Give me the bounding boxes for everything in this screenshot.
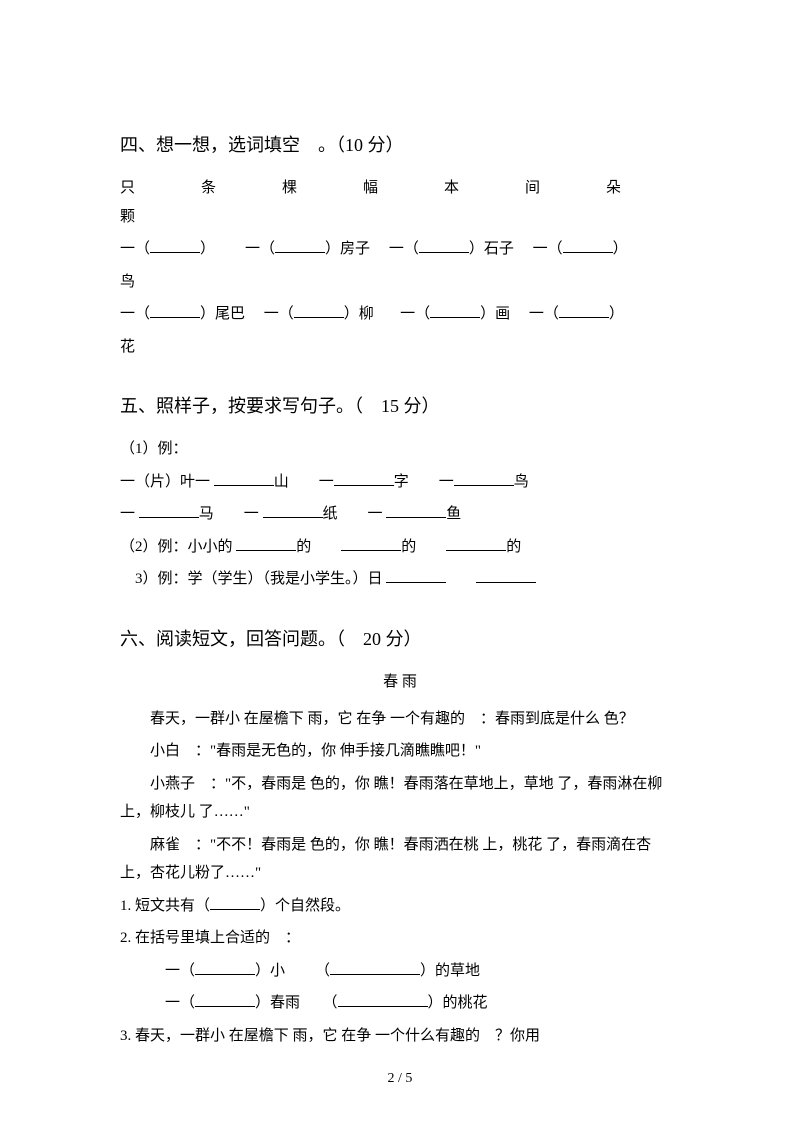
section-4-row2: 一（ ）尾巴 一（ ）柳 一（ ）画 一（ ） <box>120 300 680 329</box>
blank[interactable] <box>330 960 420 975</box>
blank[interactable] <box>341 536 401 551</box>
blank[interactable] <box>386 568 446 583</box>
text: 一 <box>120 506 139 522</box>
text: ）的草地 <box>420 963 480 979</box>
section-4-row1-end: 鸟 <box>120 268 680 297</box>
text: ）小 <box>255 963 285 979</box>
blank[interactable] <box>210 895 260 910</box>
text: 的 <box>506 539 521 555</box>
reading-q2-line2: 一（ ）春雨 （ ）的桃花 <box>120 989 680 1018</box>
text: 1. 短文共有（ <box>120 898 210 914</box>
section-5-ex2: （2）例：小小的 的 的 的 <box>120 533 680 562</box>
text: （2）例：小小的 <box>120 539 236 555</box>
blank[interactable] <box>454 471 514 486</box>
text <box>446 571 476 587</box>
text: 一（片）叶一 <box>120 474 214 490</box>
blank[interactable] <box>214 471 274 486</box>
text: ） <box>613 241 628 257</box>
text: 一（ <box>389 241 419 257</box>
section-5-ex1-line1: 一（片）叶一 山 一 字 一 鸟 <box>120 468 680 497</box>
text: ）的桃花 <box>428 995 488 1011</box>
blank[interactable] <box>430 303 480 318</box>
text: ）石子 <box>469 241 514 257</box>
text: ）尾巴 <box>200 306 245 322</box>
text: 一（ <box>264 306 294 322</box>
blank[interactable] <box>263 503 323 518</box>
text: 马 一 <box>199 506 263 522</box>
blank[interactable] <box>139 503 199 518</box>
text: 纸 一 <box>323 506 387 522</box>
section-5-title: 五、照样子，按要求写句子。（ 15 分） <box>120 389 680 423</box>
reading-p4: 麻雀 ："不不！春雨是 色的，你 瞧！春雨洒在桃 上，桃花 了，春雨滴在杏 上，… <box>120 831 680 888</box>
reading-q2: 2. 在括号里填上合适的 ： <box>120 924 680 953</box>
text: 一（ <box>400 306 430 322</box>
text: 字 一 <box>394 474 454 490</box>
text: 一（ <box>245 241 275 257</box>
text: 小燕子 ："不，春雨是 色的，你 瞧！春雨落在草地上，草地 了，春雨淋在柳 上，… <box>120 776 662 821</box>
blank[interactable] <box>559 303 609 318</box>
text: ）个自然段。 <box>260 898 350 914</box>
blank[interactable] <box>446 536 506 551</box>
section-4-title: 四、想一想，选词填空 。（10 分） <box>120 128 680 162</box>
blank[interactable] <box>236 536 296 551</box>
section-5-ex1-label: （1）例： <box>120 435 680 464</box>
blank[interactable] <box>294 303 344 318</box>
blank[interactable] <box>275 238 325 253</box>
text: 一（ <box>533 241 563 257</box>
text: 山 一 <box>274 474 334 490</box>
text: ） <box>609 306 624 322</box>
reading-p1: 春天，一群小 在屋檐下 雨，它 在争 一个有趣的 ：春雨到底是什么 色？ <box>120 705 680 734</box>
section-4-options: 只 条 棵 幅 本 间 朵 颗 <box>120 174 680 231</box>
reading-title: 春 雨 <box>120 668 680 697</box>
section-4-row2-end: 花 <box>120 333 680 362</box>
blank[interactable] <box>419 238 469 253</box>
text: 麻雀 ："不不！春雨是 色的，你 瞧！春雨洒在桃 上，桃花 了，春雨滴在杏 上，… <box>120 837 651 882</box>
text: （ <box>323 995 338 1011</box>
blank[interactable] <box>386 503 446 518</box>
blank[interactable] <box>150 238 200 253</box>
text: （ <box>315 963 330 979</box>
reading-p2: 小白 ："春雨是无色的，你 伸手接几滴瞧瞧吧！" <box>120 737 680 766</box>
section-4-row1: 一（ ） 一（ ）房子 一（ ）石子 一（ ） <box>120 235 680 264</box>
text: 一（ <box>120 306 150 322</box>
reading-p3: 小燕子 ："不，春雨是 色的，你 瞧！春雨落在草地上，草地 了，春雨淋在柳 上，… <box>120 770 680 827</box>
text: 鱼 <box>446 506 461 522</box>
text: 一（ <box>165 995 195 1011</box>
reading-q3: 3. 春天，一群小 在屋檐下 雨，它 在争 一个什么有趣的 ？你用 <box>120 1022 680 1051</box>
text: ）柳 <box>344 306 374 322</box>
section-5-ex3: 3）例：学（学生）（我是小学生。）日 <box>120 565 680 594</box>
text: ） <box>200 241 215 257</box>
text: 一（ <box>529 306 559 322</box>
text: 的 <box>401 539 446 555</box>
reading-q2-line1: 一（ ）小 （ ）的草地 <box>120 957 680 986</box>
text: 一（ <box>120 241 150 257</box>
text: 小白 ："春雨是无色的，你 伸手接几滴瞧瞧吧！" <box>150 743 481 759</box>
blank[interactable] <box>563 238 613 253</box>
section-6-title: 六、阅读短文，回答问题。（ 20 分） <box>120 622 680 656</box>
text: 的 <box>296 539 341 555</box>
text: ）春雨 <box>255 995 300 1011</box>
blank[interactable] <box>476 568 536 583</box>
blank[interactable] <box>338 992 428 1007</box>
blank[interactable] <box>195 960 255 975</box>
text: 3）例：学（学生）（我是小学生。）日 <box>120 571 386 587</box>
text: 一（ <box>165 963 195 979</box>
blank[interactable] <box>150 303 200 318</box>
blank[interactable] <box>195 992 255 1007</box>
section-5-ex1-line2: 一 马 一 纸 一 鱼 <box>120 500 680 529</box>
text: ）画 <box>480 306 510 322</box>
text: 春天，一群小 在屋檐下 雨，它 在争 一个有趣的 ：春雨到底是什么 色？ <box>150 711 634 727</box>
reading-q1: 1. 短文共有（ ）个自然段。 <box>120 892 680 921</box>
blank[interactable] <box>334 471 394 486</box>
page-number: 2 / 5 <box>0 1066 800 1093</box>
text: ）房子 <box>325 241 370 257</box>
text: 鸟 <box>514 474 529 490</box>
